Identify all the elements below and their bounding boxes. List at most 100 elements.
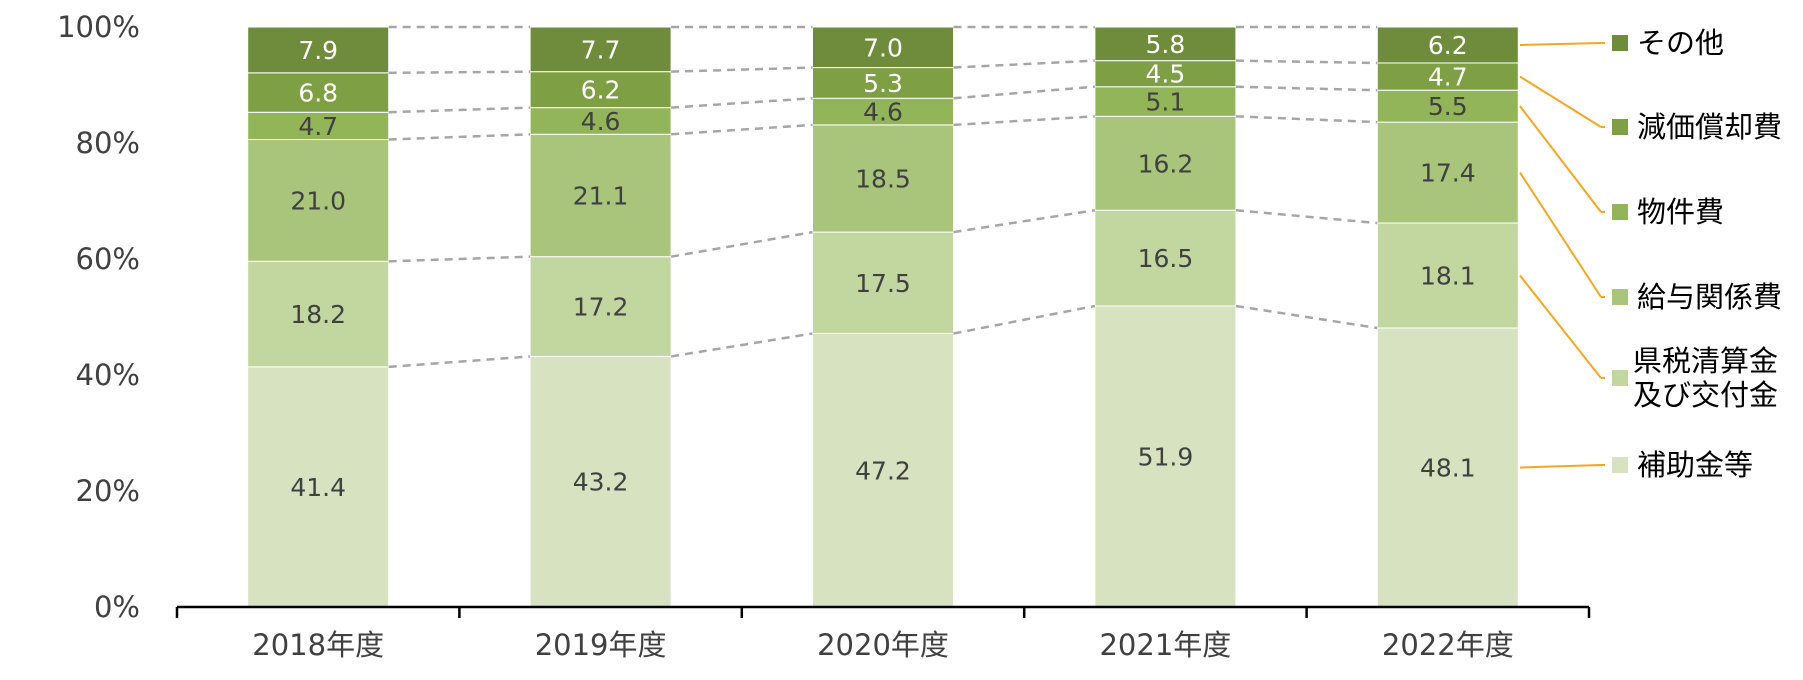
connector-line bbox=[670, 230, 813, 258]
bar-segment bbox=[529, 256, 672, 357]
bar-segment bbox=[812, 97, 954, 126]
connector-line bbox=[671, 97, 813, 109]
data-label: 4.6 bbox=[863, 98, 903, 127]
data-label: 16.5 bbox=[1138, 244, 1194, 273]
x-tick-label: 2022年度 bbox=[1382, 628, 1514, 662]
bar-segment bbox=[247, 111, 390, 141]
legend-swatch bbox=[1612, 35, 1628, 51]
data-label: 5.3 bbox=[863, 69, 903, 98]
data-label: 18.5 bbox=[855, 165, 911, 194]
data-label: 6.2 bbox=[1428, 31, 1468, 60]
data-label: 17.5 bbox=[855, 269, 911, 298]
data-label: 21.0 bbox=[290, 186, 346, 215]
legend-swatch bbox=[1612, 204, 1628, 220]
legend-label: 減価償却費 bbox=[1637, 110, 1782, 144]
connector-line bbox=[388, 255, 531, 263]
bar-segment bbox=[1094, 86, 1237, 117]
legend-leader-line bbox=[1519, 274, 1602, 379]
bar-segment bbox=[1376, 327, 1519, 608]
bar-segment bbox=[812, 124, 954, 233]
connector-line bbox=[953, 115, 1095, 127]
connector-line bbox=[953, 59, 1095, 69]
connector-line bbox=[388, 70, 531, 75]
bar-segment bbox=[247, 366, 390, 608]
x-tick-label: 2018年度 bbox=[252, 628, 384, 662]
data-label: 6.8 bbox=[298, 79, 338, 108]
data-label: 51.9 bbox=[1138, 442, 1194, 471]
connector-line bbox=[1235, 59, 1378, 65]
connector-line bbox=[1235, 304, 1378, 330]
data-label: 18.2 bbox=[290, 300, 346, 329]
legend-swatch bbox=[1612, 457, 1628, 473]
data-label: 16.2 bbox=[1138, 149, 1194, 178]
bar-segment bbox=[1094, 26, 1237, 62]
y-tick-label: 40% bbox=[76, 358, 140, 392]
legend-label: その他 bbox=[1637, 26, 1724, 60]
connector-line bbox=[388, 106, 531, 114]
x-tick-label: 2019年度 bbox=[535, 628, 667, 662]
x-tick-label: 2020年度 bbox=[817, 628, 949, 662]
bar-segment bbox=[529, 133, 672, 258]
bar-segment bbox=[1376, 26, 1519, 64]
y-tick-label: 0% bbox=[94, 590, 140, 624]
data-label: 5.8 bbox=[1146, 30, 1186, 59]
bar-segment bbox=[1094, 209, 1237, 307]
y-tick-label: 60% bbox=[76, 242, 140, 276]
bar-segment bbox=[1376, 62, 1519, 91]
data-label: 47.2 bbox=[855, 456, 911, 485]
legend-leader-line bbox=[1519, 75, 1602, 128]
data-label: 7.0 bbox=[863, 33, 903, 62]
bar-segment bbox=[1376, 89, 1519, 123]
bar-segment bbox=[812, 26, 954, 69]
data-label: 4.7 bbox=[1428, 63, 1468, 92]
y-tick-label: 20% bbox=[76, 474, 140, 508]
legend-leader-line bbox=[1519, 42, 1602, 46]
data-label: 5.5 bbox=[1428, 92, 1468, 121]
legend-leader-line bbox=[1519, 172, 1602, 298]
legend-label: 県税清算金 bbox=[1633, 344, 1778, 378]
bar-segment bbox=[529, 355, 672, 608]
bar-segment bbox=[812, 67, 954, 99]
data-label: 4.5 bbox=[1146, 60, 1186, 89]
data-label: 5.1 bbox=[1146, 88, 1186, 117]
data-label: 7.7 bbox=[581, 35, 621, 64]
x-tick-label: 2021年度 bbox=[1099, 628, 1231, 662]
y-tick-label: 100% bbox=[57, 10, 140, 44]
data-label: 4.7 bbox=[298, 112, 338, 141]
legend-label: 給与関係費 bbox=[1637, 280, 1782, 314]
data-label: 17.2 bbox=[573, 293, 629, 322]
bar-segment bbox=[247, 26, 390, 74]
bar-segment bbox=[1376, 222, 1519, 329]
y-tick-label: 80% bbox=[76, 126, 140, 160]
data-label: 48.1 bbox=[1420, 454, 1476, 483]
connector-line bbox=[388, 133, 531, 141]
bar-segment bbox=[1376, 121, 1519, 224]
bar-segment bbox=[1094, 60, 1237, 88]
connector-line bbox=[953, 85, 1096, 100]
data-label: 6.2 bbox=[581, 76, 621, 105]
bar-segment bbox=[812, 231, 954, 335]
data-label: 41.4 bbox=[290, 473, 346, 502]
legend-swatch bbox=[1612, 289, 1628, 305]
connector-line bbox=[953, 304, 1096, 335]
connector-line bbox=[1235, 209, 1378, 225]
bar-segment bbox=[247, 72, 390, 113]
connector-line bbox=[671, 66, 813, 73]
bar-segment bbox=[529, 26, 672, 73]
legend-leader-line bbox=[1519, 464, 1602, 469]
data-label: 43.2 bbox=[573, 468, 629, 497]
connector-line bbox=[671, 123, 813, 136]
data-label: 21.1 bbox=[573, 181, 629, 210]
connector-line bbox=[1235, 85, 1378, 92]
legend-label: 及び交付金 bbox=[1633, 378, 1778, 412]
connector-line bbox=[388, 355, 531, 369]
legend-swatch bbox=[1612, 119, 1628, 135]
bar-segment bbox=[1094, 305, 1237, 608]
data-label: 18.1 bbox=[1420, 262, 1476, 291]
bar-segment bbox=[247, 260, 390, 368]
connector-line bbox=[1235, 115, 1378, 124]
data-label: 4.6 bbox=[581, 107, 621, 136]
legend-leader-line bbox=[1519, 105, 1602, 213]
